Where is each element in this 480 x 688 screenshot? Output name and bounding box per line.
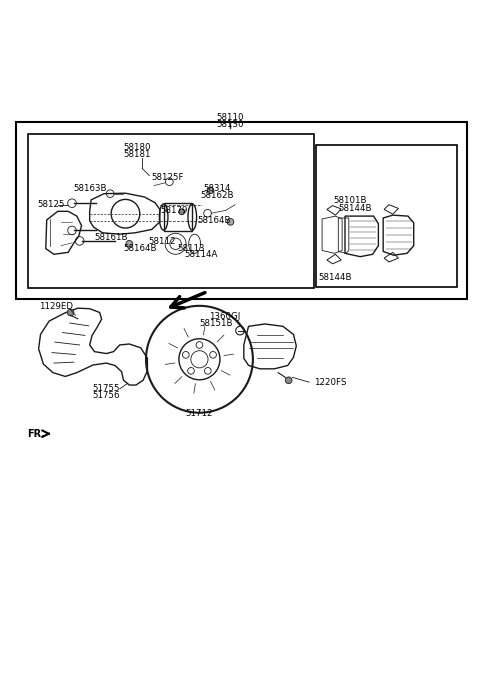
Text: 1220FS: 1220FS [314, 378, 347, 387]
Text: 58125F: 58125F [151, 173, 184, 182]
Text: 58163B: 58163B [73, 184, 107, 193]
Text: 58144B: 58144B [339, 204, 372, 213]
Text: 58112: 58112 [148, 237, 176, 246]
Circle shape [179, 209, 185, 215]
Text: 51712: 51712 [186, 409, 213, 418]
Text: 1360GJ: 1360GJ [209, 312, 240, 321]
Circle shape [126, 240, 132, 247]
Text: 58101B: 58101B [333, 196, 367, 205]
Bar [28, 134, 314, 288]
Text: 58164B: 58164B [197, 217, 230, 226]
Circle shape [67, 309, 74, 316]
Text: 58110: 58110 [216, 113, 244, 122]
Text: 58114A: 58114A [184, 250, 217, 259]
Bar [316, 145, 457, 287]
Text: 58162B: 58162B [201, 191, 234, 200]
Text: 58314: 58314 [204, 184, 231, 193]
Text: 58130: 58130 [216, 120, 244, 129]
Text: 58144B: 58144B [319, 272, 352, 281]
Circle shape [285, 377, 292, 384]
Circle shape [227, 219, 234, 225]
Circle shape [207, 187, 214, 194]
Text: 58125: 58125 [38, 200, 65, 209]
Text: 58161B: 58161B [95, 233, 128, 242]
Text: 58181: 58181 [124, 150, 151, 159]
Text: 58179: 58179 [160, 206, 188, 215]
Text: 51756: 51756 [93, 391, 120, 400]
Text: 51755: 51755 [93, 385, 120, 394]
Bar [16, 122, 467, 299]
Text: 58180: 58180 [124, 143, 151, 152]
Text: 58113: 58113 [178, 244, 205, 252]
Text: 58151B: 58151B [199, 319, 233, 328]
Text: FR.: FR. [27, 429, 45, 439]
Text: 1129ED: 1129ED [39, 302, 73, 311]
Text: 58164B: 58164B [123, 244, 156, 252]
